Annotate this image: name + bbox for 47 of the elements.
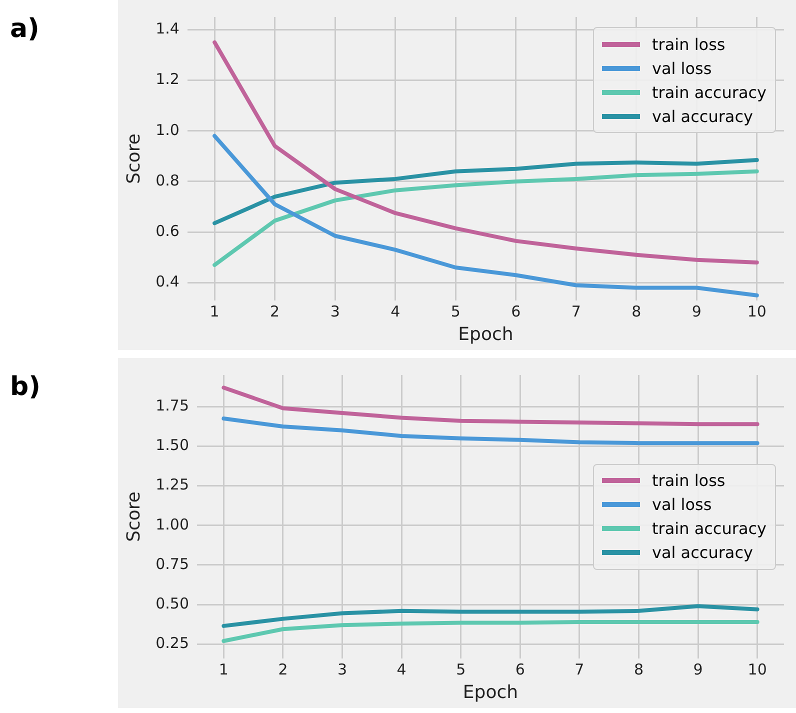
x-tick-label: 4: [396, 660, 406, 678]
y-tick-label: 1.75: [156, 396, 189, 415]
x-axis-title: Epoch: [458, 324, 514, 345]
x-tick-label: 8: [634, 660, 644, 678]
y-tick-label: 1.0: [156, 120, 180, 139]
x-tick-label: 7: [574, 660, 584, 678]
y-axis-title: Score: [123, 491, 144, 542]
y-tick-label: 1.2: [156, 70, 180, 88]
chart-title: b): [10, 372, 40, 402]
x-tick-label: 2: [278, 660, 288, 678]
x-tick-label: 10: [748, 660, 767, 678]
legend-label: val loss: [652, 495, 712, 514]
x-tick-label: 9: [692, 302, 702, 320]
y-tick-label: 0.4: [156, 272, 180, 291]
x-tick-label: 3: [330, 302, 340, 320]
legend-label: val accuracy: [652, 106, 753, 126]
x-tick-label: 9: [693, 660, 703, 678]
x-tick-label: 5: [450, 302, 460, 320]
y-tick-label: 0.25: [156, 634, 189, 652]
x-tick-label: 5: [456, 660, 466, 678]
x-tick-label: 1: [218, 660, 228, 678]
x-tick-label: 2: [270, 302, 280, 320]
legend-label: train accuracy: [652, 519, 767, 538]
x-tick-label: 6: [515, 660, 525, 678]
legend-label: val loss: [652, 58, 712, 78]
x-axis-title: Epoch: [462, 682, 518, 703]
chart-title: a): [10, 14, 40, 44]
legend-label: train accuracy: [652, 82, 767, 102]
y-tick-label: 0.50: [156, 594, 189, 612]
y-tick-label: 1.00: [156, 515, 189, 534]
y-tick-label: 0.8: [156, 171, 180, 190]
y-tick-label: 0.6: [156, 222, 180, 240]
y-tick-label: 1.50: [156, 436, 189, 454]
legend-label: train loss: [652, 471, 726, 490]
x-tick-label: 1: [210, 302, 220, 320]
x-tick-label: 10: [747, 302, 766, 320]
x-tick-label: 7: [571, 302, 581, 320]
x-tick-label: 3: [337, 660, 348, 678]
legend-label: val accuracy: [652, 543, 753, 562]
y-axis-title: Score: [123, 133, 144, 184]
y-tick-label: 0.75: [156, 554, 189, 573]
y-tick-label: 1.4: [156, 20, 180, 38]
x-tick-label: 6: [511, 302, 521, 320]
x-tick-label: 8: [632, 302, 642, 320]
x-tick-label: 4: [390, 302, 400, 320]
legend-label: train loss: [652, 34, 726, 54]
y-tick-label: 1.25: [156, 476, 189, 494]
